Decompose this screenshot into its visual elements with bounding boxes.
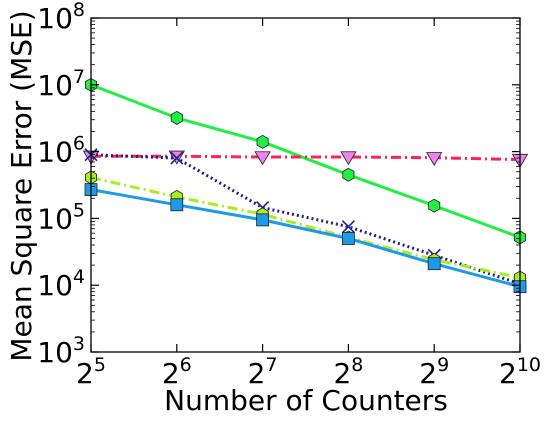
series-1-point	[428, 198, 441, 213]
x-tick-label: 27	[248, 354, 278, 390]
y-tick-base: 10	[37, 2, 73, 35]
series-1-point	[342, 167, 355, 182]
y-tick-label: 103	[37, 333, 85, 369]
series-1-point	[170, 110, 183, 125]
x-tick-label: 25	[76, 354, 106, 390]
series-line-5	[90, 188, 521, 289]
marker-layer	[82, 77, 529, 294]
series-5-point	[341, 232, 355, 245]
x-tick-label: 28	[333, 354, 363, 390]
x-tick-base: 2	[248, 357, 266, 390]
x-tick-label: 29	[419, 354, 449, 390]
x-tick-label: 26	[162, 354, 192, 390]
x-tick-base: 2	[76, 357, 94, 390]
y-tick-exponent: 4	[73, 266, 85, 288]
y-tick-label: 106	[37, 133, 85, 169]
y-tick-base: 10	[37, 136, 73, 169]
y-axis-title: Mean Square Error (MSE)	[5, 10, 38, 361]
y-tick-exponent: 8	[73, 0, 85, 21]
x-tick-base: 2	[333, 357, 351, 390]
series-line-2	[91, 154, 521, 162]
series-line-1	[90, 83, 521, 239]
series-2-point	[254, 151, 271, 166]
y-tick-label: 105	[37, 199, 85, 235]
series-line-4	[90, 176, 521, 280]
series-3-point	[170, 151, 184, 165]
series-1-point	[256, 134, 269, 149]
tick-layer	[90, 17, 521, 353]
x-tick-base: 2	[419, 357, 437, 390]
y-tick-exponent: 7	[73, 66, 85, 88]
y-tick-label: 108	[37, 0, 85, 35]
series-3-point	[341, 220, 355, 234]
series-5-point	[427, 257, 441, 271]
y-tick-label: 104	[37, 266, 85, 302]
x-tick-labels: 25 26 27 28 29 210	[76, 354, 541, 390]
y-tick-exponent: 5	[73, 199, 85, 221]
y-tick-base: 10	[37, 336, 73, 369]
x-tick-exponent: 8	[351, 354, 363, 376]
series-5-point	[170, 198, 184, 212]
series-line-3	[90, 153, 521, 286]
series-2-point	[340, 151, 357, 166]
x-tick-exponent: 10	[517, 354, 541, 376]
series-2-point	[426, 152, 443, 167]
x-tick-exponent: 9	[437, 354, 449, 376]
x-axis-title: Number of Counters	[164, 384, 448, 417]
y-tick-exponent: 6	[73, 133, 85, 155]
x-tick-base: 2	[499, 357, 517, 390]
x-tick-exponent: 6	[180, 354, 192, 376]
x-tick-base: 2	[162, 357, 180, 390]
plot-frame	[90, 17, 521, 353]
y-tick-base: 10	[37, 269, 73, 302]
series-5-point	[256, 213, 270, 227]
x-tick-label: 210	[499, 354, 541, 390]
y-tick-label: 107	[37, 66, 85, 102]
y-tick-base: 10	[37, 202, 73, 235]
x-tick-exponent: 7	[265, 354, 277, 376]
y-tick-exponent: 3	[73, 333, 85, 355]
y-tick-base: 10	[37, 69, 73, 102]
series-layer	[90, 83, 521, 289]
x-tick-exponent: 5	[94, 354, 106, 376]
